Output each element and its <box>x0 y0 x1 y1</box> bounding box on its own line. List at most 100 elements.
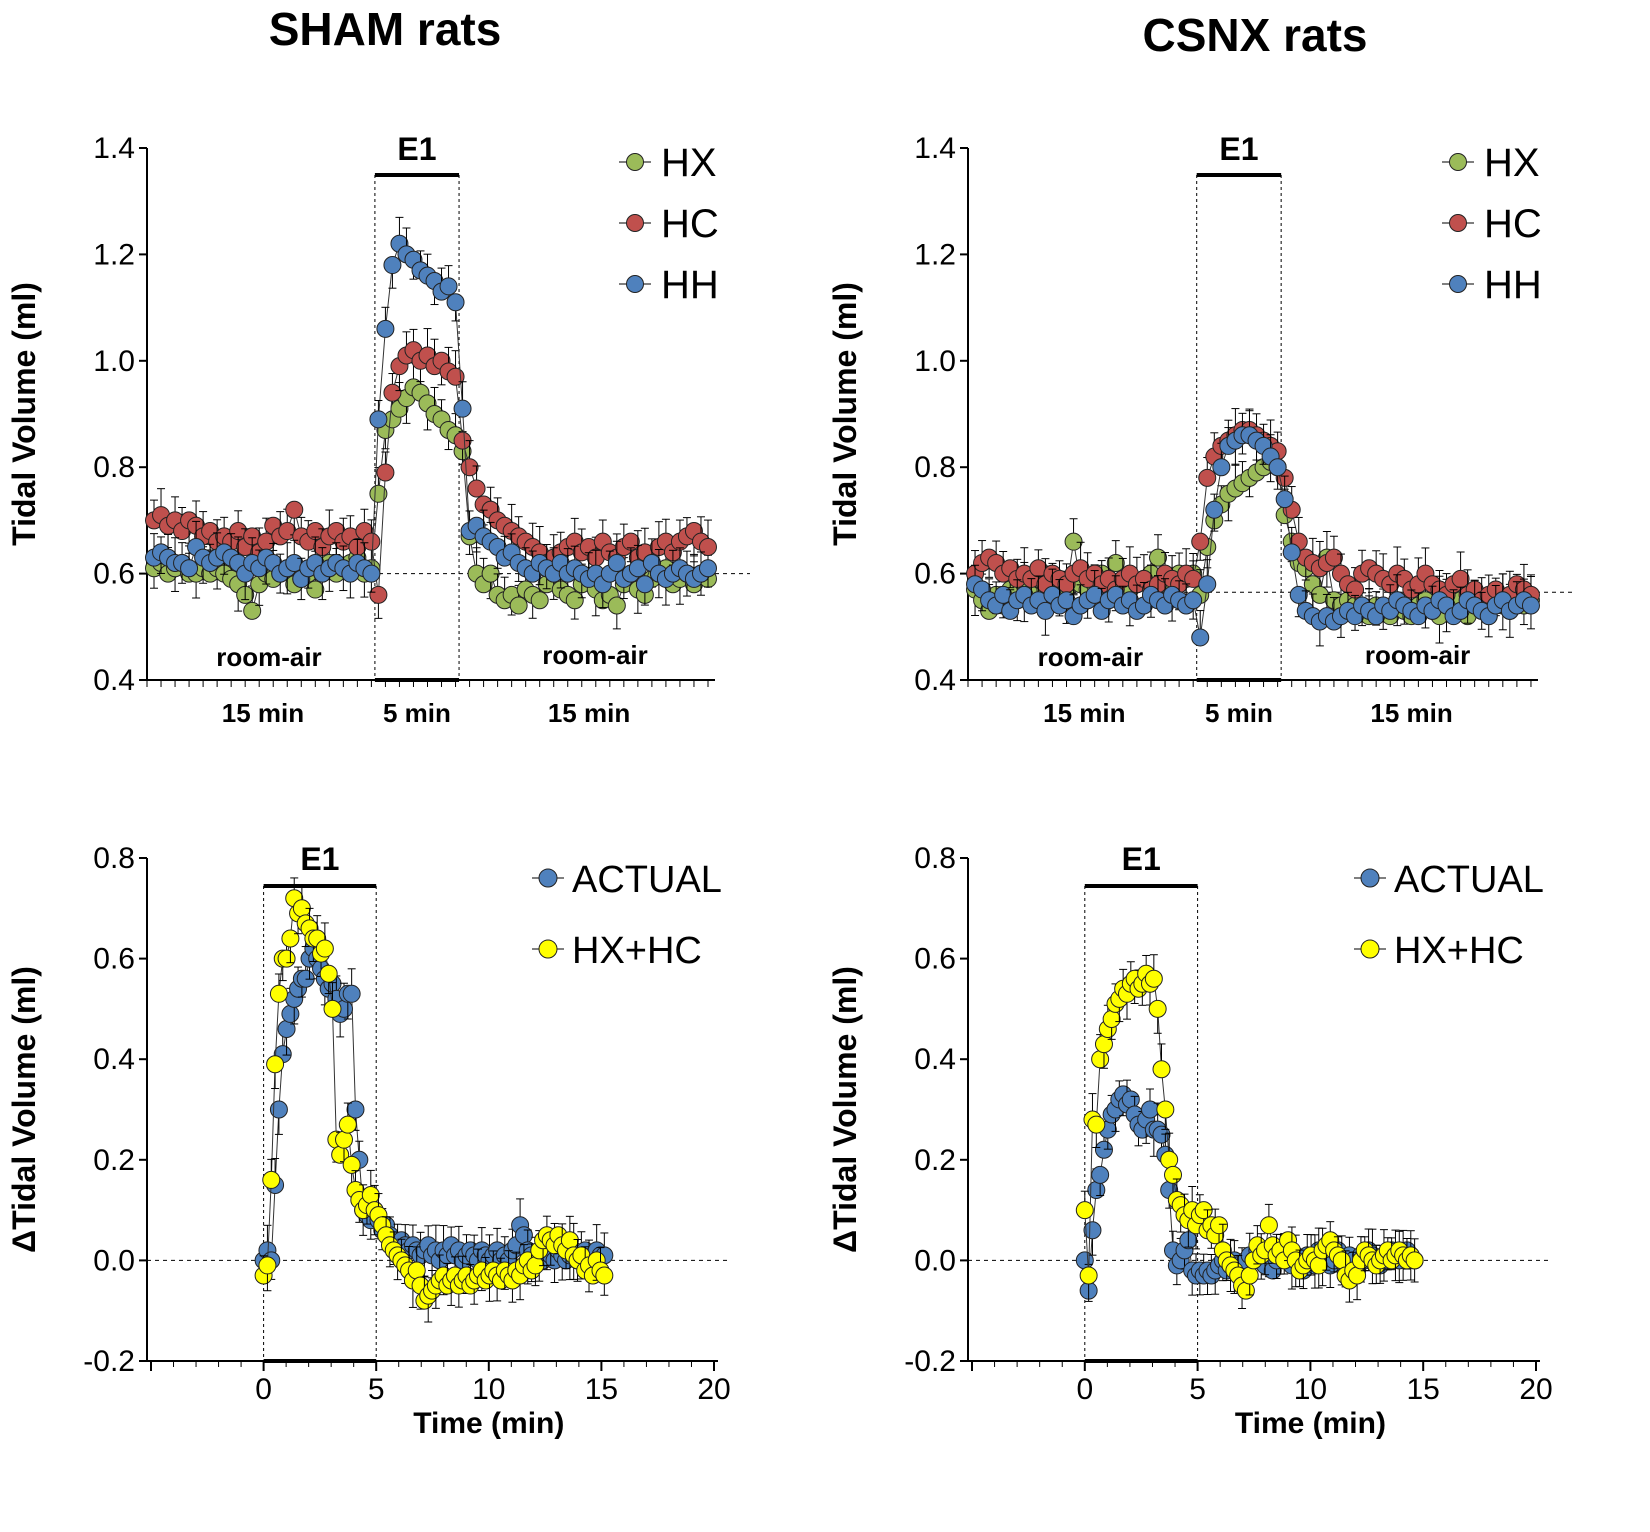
csnx-heading: CSNX rats <box>1142 9 1368 61</box>
y-axis-label: Tidal Volume (ml) <box>827 282 863 546</box>
point-HH <box>1191 628 1210 647</box>
csnx-bottom-panel: -0.2 0.0 0.2 0.4 0.6 0.8 ΔTidal Volume (ml) 0 5 1… <box>827 841 1553 1440</box>
point-HX+HC <box>258 1256 277 1275</box>
point-HH <box>369 410 388 429</box>
period-label-pre: room-air <box>1038 642 1143 672</box>
point-HC <box>460 458 479 477</box>
point-HX <box>306 580 325 599</box>
point-HH <box>1521 596 1540 615</box>
period-label-pre: room-air <box>216 642 321 672</box>
legend-marker-HX+HC <box>538 939 558 959</box>
x-tick-label: 15 <box>585 1373 618 1406</box>
period-label-post: room-air <box>542 640 647 670</box>
point-HH <box>607 553 626 572</box>
point-HX+HC <box>319 964 338 983</box>
point-HX+HC <box>1236 1281 1255 1300</box>
y-tick-label: 0.8 <box>914 451 956 484</box>
point-HH <box>698 559 717 578</box>
series-HX-plus-HC <box>1075 954 1424 1310</box>
sham-heading: SHAM rats <box>268 3 502 55</box>
point-HH <box>453 399 472 418</box>
point-ACTUAL <box>277 1020 296 1039</box>
point-ACTUAL <box>514 1226 533 1245</box>
point-HX+HC <box>361 1186 380 1205</box>
y-tick-label: 0.6 <box>914 943 956 976</box>
legend-marker-HC <box>1449 214 1467 232</box>
point-HX+HC <box>1079 1266 1098 1285</box>
series-HX <box>145 362 717 630</box>
legend-label-HC: HC <box>1484 202 1542 246</box>
legend-marker-ACTUAL <box>1360 868 1380 888</box>
y-tick-label: 0.2 <box>914 1144 956 1177</box>
y-tick-label: 0.8 <box>93 842 135 875</box>
sham-bottom-panel: -0.2 0.0 0.2 0.4 0.6 0.8 ΔTidal Volume (ml) 0 5 1… <box>6 841 731 1440</box>
point-ACTUAL <box>1094 1140 1113 1159</box>
y-tick-label: 0.0 <box>93 1244 135 1277</box>
point-HX+HC <box>1210 1216 1229 1235</box>
legend-label-HX: HX <box>661 141 717 185</box>
y-tick-label: 0.4 <box>914 664 956 697</box>
y-axis-label: ΔTidal Volume (ml) <box>827 966 863 1253</box>
legend-label-HX+HC: HX+HC <box>1394 930 1524 972</box>
y-tick-label: 0.4 <box>914 1043 956 1076</box>
duration-label-pre: 15 min <box>1043 698 1125 728</box>
x-tick-label: 10 <box>1294 1373 1327 1406</box>
point-HX+HC <box>1164 1165 1183 1184</box>
point-HX <box>509 596 528 615</box>
y-tick-label: 0.8 <box>93 451 135 484</box>
point-HH <box>376 319 395 338</box>
point-HH <box>1184 591 1203 610</box>
point-HX <box>565 591 584 610</box>
point-HX <box>607 596 626 615</box>
point-ACTUAL <box>342 984 361 1003</box>
point-HH <box>1205 500 1224 519</box>
point-HC <box>1191 532 1210 551</box>
point-HX+HC <box>407 1261 426 1280</box>
point-HX+HC <box>1348 1266 1367 1285</box>
y-tick-label: -0.2 <box>904 1345 956 1378</box>
point-HC <box>376 463 395 482</box>
y-tick-label: 1.0 <box>914 345 956 378</box>
y-tick-label: 1.2 <box>914 238 956 271</box>
y-tick-label: 0.0 <box>914 1244 956 1277</box>
series-HH <box>966 408 1540 647</box>
point-HH <box>1198 575 1217 594</box>
point-HX <box>530 591 549 610</box>
series-HH <box>145 216 717 609</box>
point-HX+HC <box>338 1115 357 1134</box>
point-HX+HC <box>281 929 300 948</box>
x-axis-label: Time (min) <box>1235 1407 1386 1440</box>
point-HX+HC <box>262 1170 281 1189</box>
y-tick-label: 0.6 <box>914 558 956 591</box>
point-HX+HC <box>342 1155 361 1174</box>
point-HX <box>1106 553 1125 572</box>
y-tick-label: 1.4 <box>93 132 135 165</box>
legend-marker-HC <box>626 214 644 232</box>
point-HC <box>369 585 388 604</box>
duration-label-epoch: 5 min <box>383 698 451 728</box>
point-HX+HC <box>323 999 342 1018</box>
point-HX+HC <box>1091 1050 1110 1069</box>
point-HH <box>439 277 458 296</box>
series-HX-plus-HC <box>254 877 614 1323</box>
point-HC <box>383 383 402 402</box>
point-HH <box>1268 458 1287 477</box>
legend-label-HH: HH <box>1484 263 1542 307</box>
point-HX+HC <box>595 1266 614 1285</box>
point-HH <box>180 559 199 578</box>
duration-label-epoch: 5 min <box>1205 698 1273 728</box>
x-tick-label: 15 <box>1407 1373 1440 1406</box>
point-HH <box>1212 458 1231 477</box>
legend-label-HH: HH <box>661 263 719 307</box>
point-HC <box>285 500 304 519</box>
point-HX+HC <box>1160 1150 1179 1169</box>
point-ACTUAL <box>346 1100 365 1119</box>
legend-marker-HH <box>626 275 644 293</box>
epoch-label: E1 <box>300 841 339 877</box>
point-ACTUAL <box>1083 1221 1102 1240</box>
sham-top-panel: 0.4 0.6 0.8 1.0 1.2 1.4 Tidal Volume (ml) E1 roo… <box>6 131 750 728</box>
epoch-label: E1 <box>1122 841 1161 877</box>
point-HX <box>243 601 262 620</box>
